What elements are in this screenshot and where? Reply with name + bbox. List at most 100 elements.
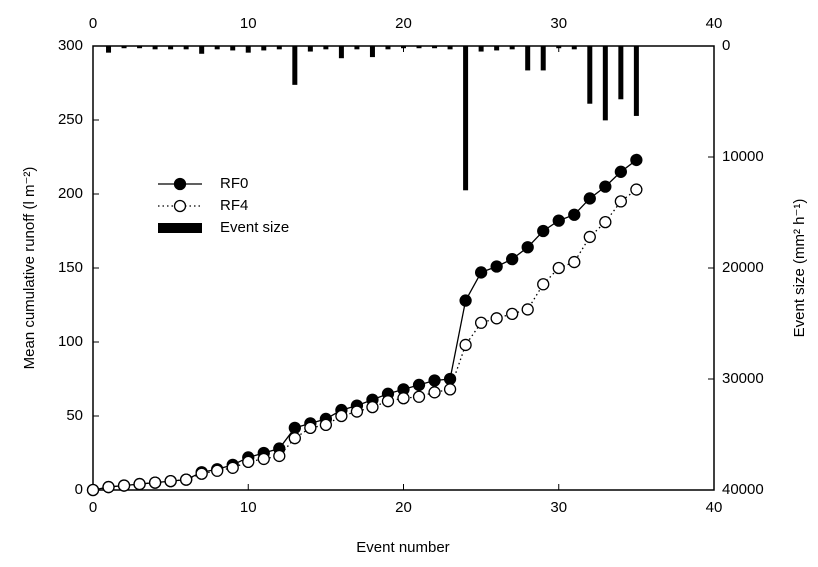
bar — [338, 46, 344, 59]
bar — [369, 46, 375, 58]
series-line — [92, 159, 637, 491]
bar — [463, 46, 469, 191]
legend-label: RF0 — [220, 175, 248, 192]
bar — [416, 46, 422, 49]
x-top-tick-label: 20 — [395, 15, 412, 32]
bar — [432, 46, 438, 49]
bar — [525, 46, 531, 71]
y-tick-label: 0 — [75, 481, 83, 498]
marker — [288, 432, 301, 445]
marker — [195, 467, 208, 480]
x-top-tick-label: 10 — [240, 15, 257, 32]
bar — [230, 46, 236, 51]
legend-marker — [173, 199, 187, 213]
bar — [385, 46, 391, 50]
x-tick-label: 10 — [240, 499, 257, 516]
bar — [199, 46, 205, 54]
marker — [148, 476, 162, 489]
marker — [506, 307, 519, 321]
y2-axis-label: Event size (mm² h⁻¹) — [791, 199, 808, 338]
x-top-tick-label: 30 — [550, 15, 567, 32]
y2-tick-label: 0 — [722, 37, 730, 54]
plot-frame — [92, 45, 715, 491]
bar — [447, 46, 453, 50]
bar — [152, 46, 158, 50]
marker — [242, 455, 255, 469]
marker — [257, 452, 270, 466]
marker — [521, 303, 534, 316]
marker — [164, 474, 177, 488]
y2-tick-label: 10000 — [722, 148, 764, 165]
x-tick-label: 40 — [706, 499, 723, 516]
marker — [552, 261, 565, 275]
x-top-tick-label: 0 — [89, 15, 97, 32]
bar — [276, 46, 282, 50]
bar — [292, 46, 298, 85]
marker — [319, 418, 333, 432]
marker — [397, 392, 410, 405]
marker — [537, 224, 550, 238]
marker — [350, 405, 364, 418]
bar — [106, 46, 112, 53]
bar — [401, 46, 406, 49]
y-tick-label: 100 — [58, 333, 83, 350]
legend-label: RF4 — [220, 197, 248, 214]
bar — [323, 46, 329, 50]
bar — [494, 46, 500, 51]
y-axis-label: Mean cumulative runoff (l m⁻²) — [21, 167, 38, 370]
y2-tick-label: 20000 — [722, 259, 764, 276]
bar — [633, 46, 639, 116]
bar — [214, 46, 220, 50]
x-axis-label: Event number — [356, 539, 449, 556]
marker — [428, 386, 441, 399]
marker — [304, 421, 317, 434]
marker — [211, 464, 224, 477]
bar — [121, 46, 127, 49]
bar — [478, 46, 484, 52]
x-tick-label: 30 — [550, 499, 567, 516]
marker — [474, 316, 488, 329]
y-tick-label: 300 — [58, 37, 83, 54]
bar — [307, 46, 313, 52]
bar — [168, 46, 174, 50]
legend-swatch — [158, 223, 202, 233]
series-line — [92, 189, 637, 491]
y2-tick-label: 30000 — [722, 370, 764, 387]
legend-label: Event size — [220, 219, 289, 236]
marker — [133, 477, 146, 491]
marker — [490, 312, 503, 325]
bar — [137, 46, 143, 49]
marker — [86, 483, 100, 497]
x-tick-label: 0 — [89, 499, 97, 516]
y-tick-label: 150 — [58, 259, 83, 276]
marker — [490, 260, 503, 273]
bar — [183, 46, 189, 50]
marker — [381, 395, 395, 408]
bar — [261, 46, 267, 51]
marker — [117, 479, 131, 492]
marker — [614, 195, 627, 208]
bar — [245, 46, 251, 53]
bar — [618, 46, 624, 100]
marker — [428, 374, 441, 387]
marker — [335, 409, 348, 423]
marker — [630, 153, 643, 167]
bar — [556, 46, 562, 49]
marker — [599, 180, 612, 193]
marker — [537, 278, 550, 291]
legend-marker — [173, 177, 187, 191]
marker — [614, 165, 627, 178]
marker — [102, 480, 115, 494]
marker — [552, 214, 565, 227]
marker — [568, 255, 581, 269]
marker — [226, 461, 239, 474]
x-tick-label: 20 — [395, 499, 412, 516]
marker — [412, 390, 426, 403]
marker — [412, 378, 426, 392]
marker — [443, 383, 457, 396]
marker — [583, 192, 596, 205]
bar — [602, 46, 608, 121]
marker — [474, 266, 488, 279]
marker — [568, 208, 581, 221]
